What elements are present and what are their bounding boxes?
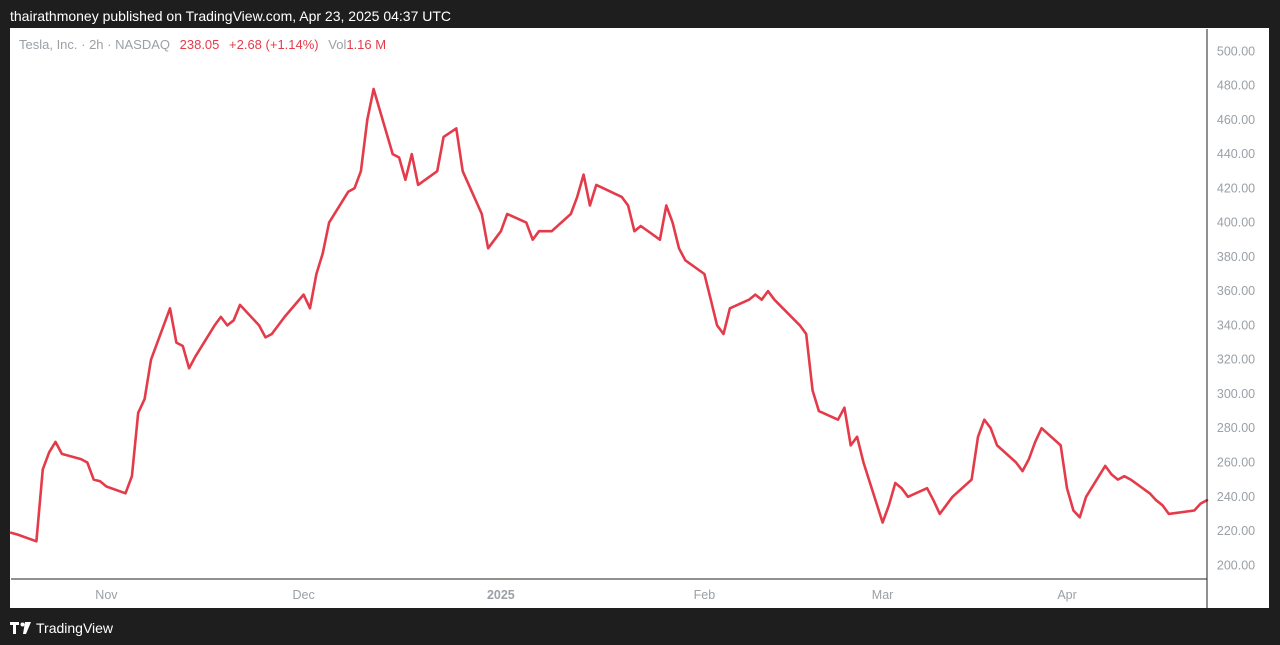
y-tick-label: 400.00 xyxy=(1217,216,1255,230)
price-axis: 200.00 220.00 240.00 260.00 280.00 300.00 320.… xyxy=(1206,29,1255,608)
y-tick-label: 420.00 xyxy=(1217,181,1255,195)
footer: TradingView xyxy=(10,618,113,638)
volume-label: Vol xyxy=(328,37,347,52)
price-change: +2.68 (+1.14%) xyxy=(229,37,319,52)
symbol-legend: Tesla, Inc. · 2h · NASDAQ 238.05 +2.68 (… xyxy=(19,37,386,52)
y-tick-label: 300.00 xyxy=(1217,387,1255,401)
y-tick-label: 320.00 xyxy=(1217,353,1255,367)
x-tick-label: Mar xyxy=(872,588,894,602)
y-tick-label: 480.00 xyxy=(1217,79,1255,93)
x-tick-label: Apr xyxy=(1057,588,1076,602)
x-tick-label: Dec xyxy=(293,588,315,602)
tradingview-logo-icon xyxy=(10,622,31,634)
publish-header: thairathmoney published on TradingView.c… xyxy=(0,0,1280,30)
x-tick-label: 2025 xyxy=(487,588,515,602)
y-tick-label: 460.00 xyxy=(1217,113,1255,127)
time-axis: Nov Dec 2025 Feb Mar Apr xyxy=(11,578,1207,602)
publish-info: thairathmoney published on TradingView.c… xyxy=(10,8,452,24)
last-price: 238.05 xyxy=(179,37,220,52)
y-tick-label: 260.00 xyxy=(1217,455,1255,469)
footer-brand[interactable]: TradingView xyxy=(36,620,114,636)
y-tick-label: 280.00 xyxy=(1217,421,1255,435)
x-tick-label: Feb xyxy=(694,588,716,602)
y-tick-label: 360.00 xyxy=(1217,284,1255,298)
x-tick-label: Nov xyxy=(95,588,118,602)
y-tick-label: 440.00 xyxy=(1217,147,1255,161)
y-tick-label: 500.00 xyxy=(1217,44,1255,58)
y-tick-label: 220.00 xyxy=(1217,524,1255,538)
symbol-name: Tesla, Inc. · 2h · NASDAQ xyxy=(19,37,170,52)
y-tick-label: 380.00 xyxy=(1217,250,1255,264)
price-series-line xyxy=(9,87,1209,543)
volume-value: 1.16 M xyxy=(346,37,387,52)
y-tick-label: 240.00 xyxy=(1217,490,1255,504)
y-tick-label: 340.00 xyxy=(1217,318,1255,332)
y-tick-label: 200.00 xyxy=(1217,558,1255,572)
plot-area xyxy=(9,87,1209,543)
